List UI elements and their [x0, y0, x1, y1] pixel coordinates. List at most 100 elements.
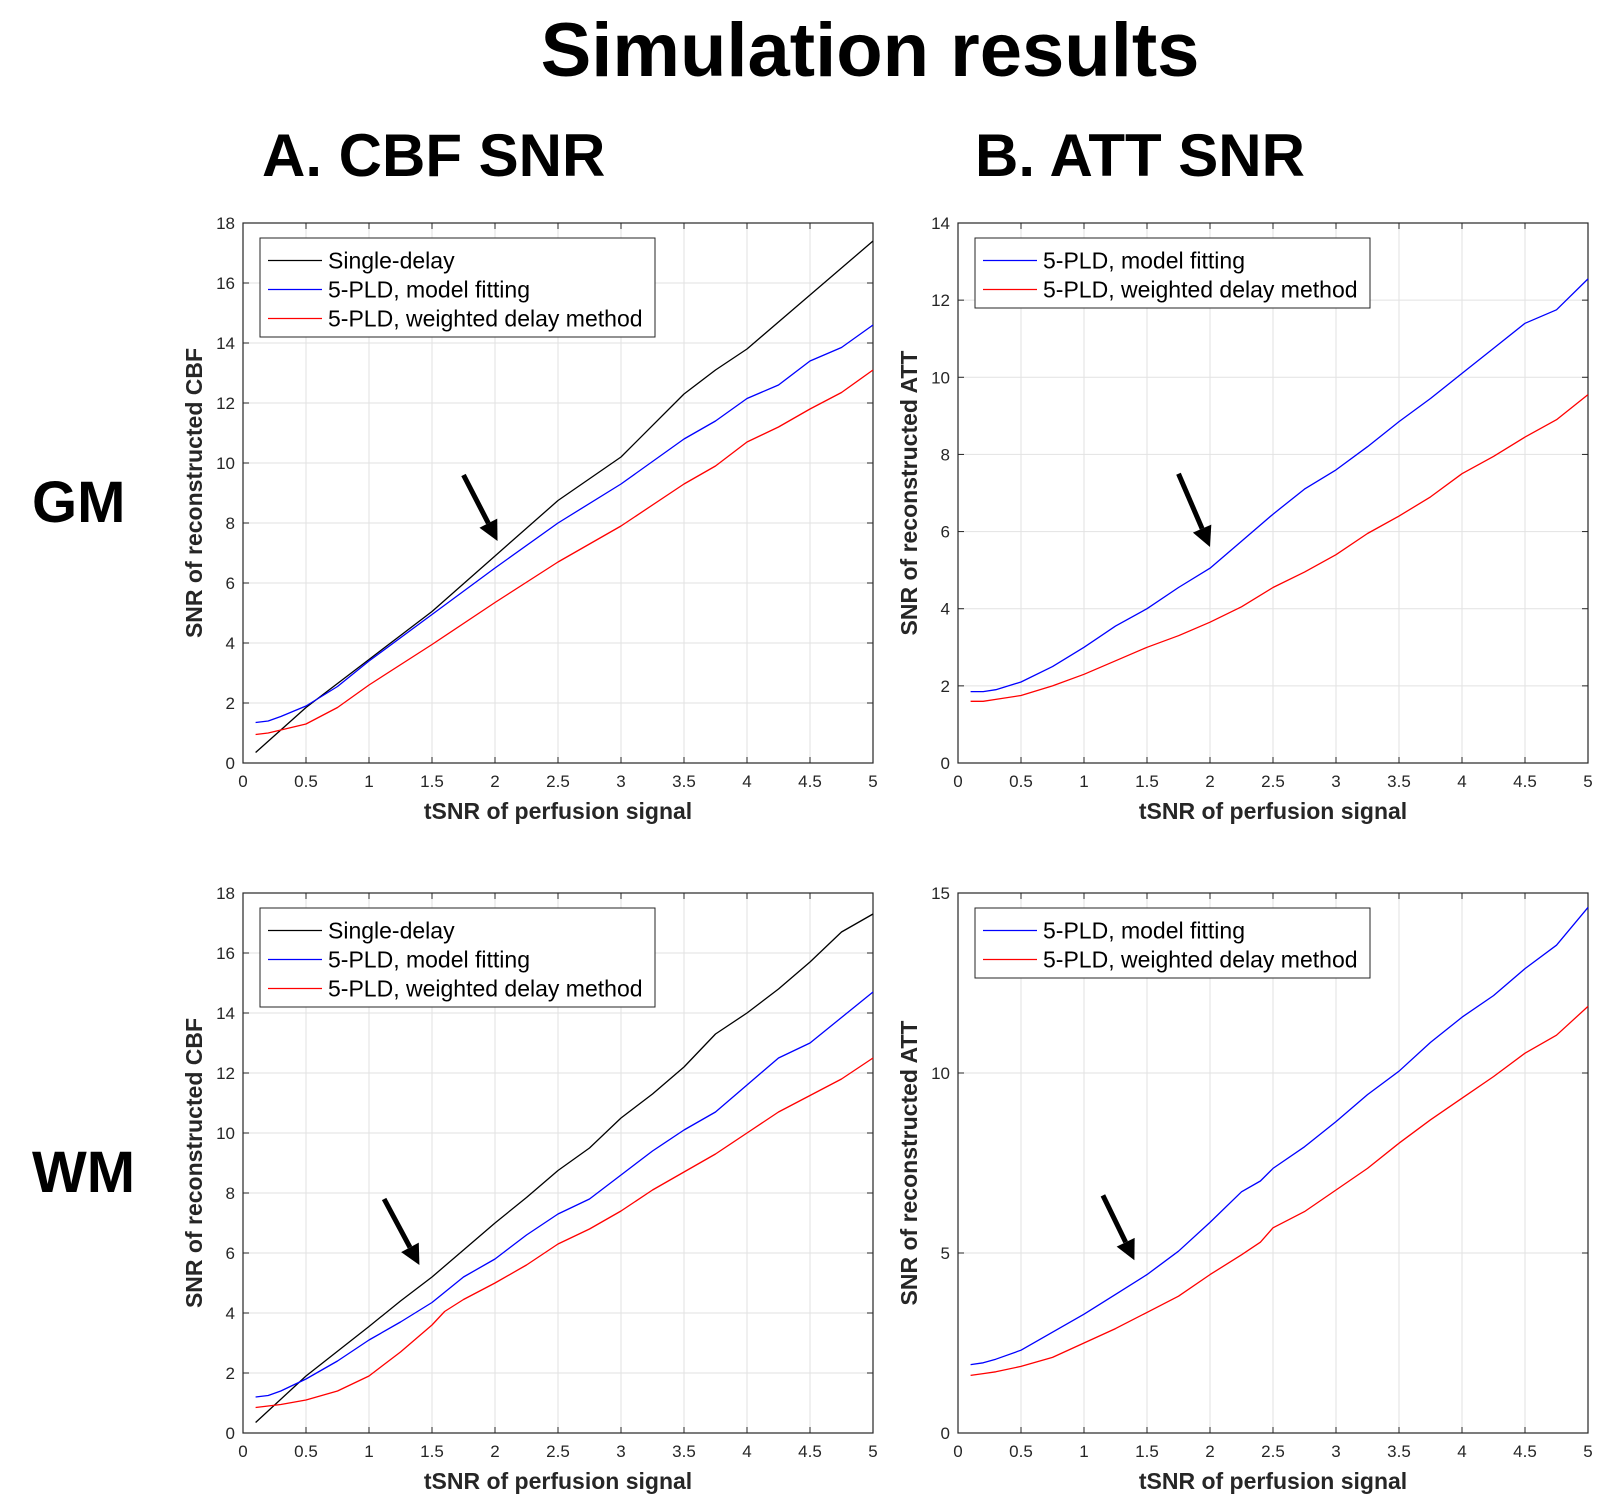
y-tick-label: 14: [931, 214, 950, 233]
y-tick-label: 10: [931, 1064, 950, 1083]
row-heading-gm: GM: [32, 470, 126, 535]
series-line-5-pld-weighted-delay-method: [255, 1057, 874, 1409]
y-tick-label: 10: [931, 368, 950, 387]
legend-label: Single-delay: [328, 248, 455, 274]
y-tick-label: 18: [216, 884, 235, 903]
y-tick-label: 10: [216, 454, 235, 473]
x-tick-label: 3.5: [1387, 1442, 1411, 1461]
y-axis-label: SNR of reconstructed CBF: [181, 348, 207, 638]
chart-gm-att: 0 0.5 1 1.5 2 2.5 3 3.5 4 4.5 5 0 2 4 6 8 10 12 14 tSNR of …: [896, 214, 1593, 824]
x-tick-label: 3: [1331, 1442, 1340, 1461]
x-tick-label: 3: [1331, 772, 1340, 791]
series-line-5-pld-model-fitting: [255, 324, 874, 724]
series-line-5-pld-model-fitting: [970, 278, 1589, 693]
y-axis-label: SNR of reconstructed CBF: [181, 1018, 207, 1308]
annotation-arrow-head: [1116, 1237, 1135, 1261]
chart-wm-att: 0 0.5 1 1.5 2 2.5 3 3.5 4 4.5 5 0 5 10 15 tSNR of perfu…: [896, 884, 1593, 1494]
series-line-5-pld-weighted-delay-method: [255, 369, 874, 736]
x-tick-label: 0.5: [294, 772, 318, 791]
y-tick-label: 12: [216, 1064, 235, 1083]
column-heading-cbf: A. CBF SNR: [262, 122, 606, 189]
y-tick-label: 4: [226, 634, 235, 653]
y-tick-label: 12: [931, 291, 950, 310]
legend-label: 5-PLD, model fitting: [328, 277, 530, 303]
y-tick-label: 6: [226, 574, 235, 593]
x-tick-label: 3: [616, 1442, 625, 1461]
x-tick-label: 4: [1457, 772, 1466, 791]
legend-label: 5-PLD, model fitting: [1043, 918, 1245, 944]
x-tick-label: 4.5: [1513, 772, 1537, 791]
y-tick-label: 0: [226, 754, 235, 773]
x-tick-label: 1.5: [1135, 1442, 1159, 1461]
annotation-arrow-shaft: [1176, 472, 1205, 530]
x-tick-label: 1: [364, 1442, 373, 1461]
x-tick-label: 1: [1079, 1442, 1088, 1461]
y-tick-label: 6: [226, 1244, 235, 1263]
x-tick-label: 5: [1583, 1442, 1592, 1461]
legend-label: 5-PLD, weighted delay method: [1043, 947, 1358, 973]
annotation-arrow-shaft: [381, 1197, 413, 1249]
annotation-arrow-head: [1192, 524, 1212, 547]
legend-box: [974, 237, 1371, 309]
x-tick-label: 4.5: [798, 772, 822, 791]
x-tick-label: 3: [616, 772, 625, 791]
x-tick-label: 1: [364, 772, 373, 791]
x-tick-label: 0.5: [294, 1442, 318, 1461]
x-axis-label: tSNR of perfusion signal: [424, 1468, 692, 1494]
series-line-5-pld-model-fitting: [970, 906, 1589, 1366]
x-tick-label: 0: [953, 772, 962, 791]
y-tick-label: 6: [941, 523, 950, 542]
y-tick-label: 14: [216, 334, 235, 353]
x-tick-label: 1: [1079, 772, 1088, 791]
annotation-arrow-head: [479, 518, 498, 541]
series-line-5-pld-weighted-delay-method: [970, 1005, 1589, 1377]
legend-box: [259, 237, 656, 338]
legend-label: 5-PLD, weighted delay method: [328, 306, 643, 332]
y-axis-label: SNR of reconstructed ATT: [896, 351, 922, 636]
y-tick-label: 2: [941, 677, 950, 696]
x-tick-label: 1.5: [420, 772, 444, 791]
legend-box: [974, 907, 1371, 979]
y-tick-label: 4: [226, 1304, 235, 1323]
x-tick-label: 4: [742, 1442, 751, 1461]
x-tick-label: 0: [953, 1442, 962, 1461]
x-tick-label: 4: [742, 772, 751, 791]
x-tick-label: 0.5: [1009, 772, 1033, 791]
x-tick-label: 5: [1583, 772, 1592, 791]
y-tick-label: 4: [941, 600, 950, 619]
y-tick-label: 2: [226, 1364, 235, 1383]
x-tick-label: 3.5: [672, 772, 696, 791]
row-heading-wm: WM: [32, 1140, 136, 1205]
y-tick-label: 8: [226, 514, 235, 533]
column-heading-att: B. ATT SNR: [975, 122, 1305, 189]
x-tick-label: 1.5: [420, 1442, 444, 1461]
x-axis-label: tSNR of perfusion signal: [424, 798, 692, 824]
y-tick-label: 14: [216, 1004, 235, 1023]
x-tick-label: 2: [490, 772, 499, 791]
x-axis-label: tSNR of perfusion signal: [1139, 1468, 1407, 1494]
annotation-arrow-head: [401, 1242, 420, 1265]
annotation-arrow-shaft: [1100, 1194, 1128, 1244]
x-tick-label: 2: [1205, 1442, 1214, 1461]
annotation-arrow-shaft: [461, 473, 491, 525]
legend-label: 5-PLD, weighted delay method: [328, 976, 643, 1002]
y-tick-label: 0: [941, 1424, 950, 1443]
x-tick-label: 2: [490, 1442, 499, 1461]
y-tick-label: 0: [941, 754, 950, 773]
y-tick-label: 12: [216, 394, 235, 413]
y-tick-label: 0: [226, 1424, 235, 1443]
y-axis-label: SNR of reconstructed ATT: [896, 1021, 922, 1306]
y-tick-label: 18: [216, 214, 235, 233]
x-tick-label: 2.5: [1261, 772, 1285, 791]
chart-wm-cbf: 0 0.5 1 1.5 2 2.5 3 3.5 4 4.5 5 0 2 4 6 8 10 12 14 16 18 tSNR…: [181, 884, 878, 1494]
y-tick-label: 10: [216, 1124, 235, 1143]
x-tick-label: 2.5: [546, 1442, 570, 1461]
x-tick-label: 3.5: [672, 1442, 696, 1461]
chart-gm-cbf: 0 0.5 1 1.5 2 2.5 3 3.5 4 4.5 5 0 2 4 6 8 10 12 14 16 18 tSNR…: [181, 214, 878, 824]
series-line-single-delay: [255, 913, 874, 1423]
x-tick-label: 0: [238, 772, 247, 791]
y-tick-label: 16: [216, 944, 235, 963]
x-tick-label: 2.5: [1261, 1442, 1285, 1461]
y-tick-label: 8: [226, 1184, 235, 1203]
y-tick-label: 2: [226, 694, 235, 713]
